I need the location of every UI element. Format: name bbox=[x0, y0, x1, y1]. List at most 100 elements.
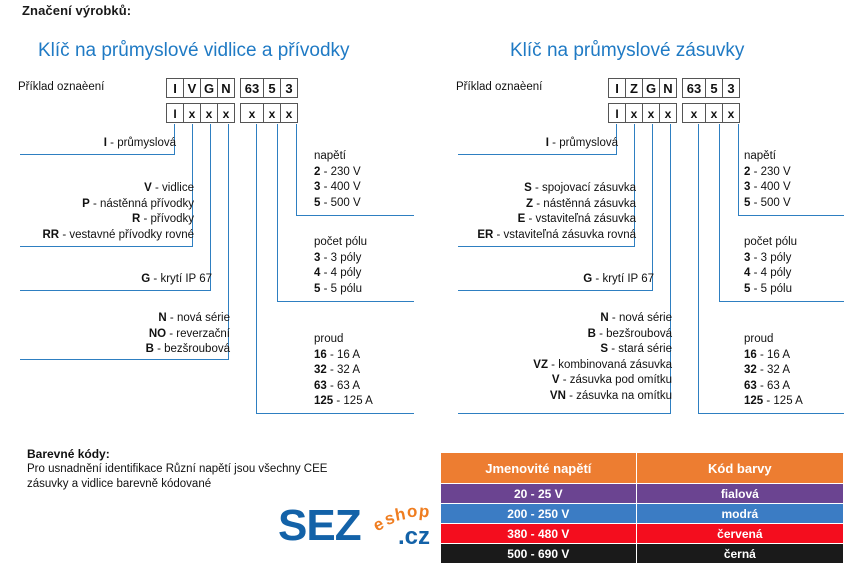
connector-line bbox=[256, 124, 257, 414]
legend-text: - 63 A bbox=[326, 379, 361, 392]
legend-code: G bbox=[141, 273, 151, 285]
legend-code: B bbox=[145, 343, 154, 355]
legend-code: VZ bbox=[533, 358, 548, 371]
code-cell: x bbox=[263, 103, 281, 123]
legend-text: - 500 V bbox=[750, 196, 791, 209]
legend-code: 3 bbox=[744, 181, 751, 193]
code-cell: G bbox=[642, 78, 660, 98]
code-cell: V bbox=[183, 78, 201, 98]
connector-line bbox=[738, 215, 844, 216]
color-codes-description: Pro usnadnění identifikace Různí napětí … bbox=[27, 463, 328, 490]
legend-row: 3 - 400 V bbox=[314, 180, 424, 196]
legend-row: S - spojovací zásuvka bbox=[438, 181, 636, 197]
legend-code: RR bbox=[42, 228, 60, 241]
page-title: Značení výrobků: bbox=[22, 3, 132, 18]
legend-code: 63 bbox=[314, 379, 327, 392]
legend-code: P bbox=[82, 197, 90, 210]
connector-line bbox=[698, 124, 699, 414]
legend-row: RR - vestavné přívodky rovné bbox=[0, 228, 195, 244]
legend-code: 125 bbox=[314, 395, 334, 407]
legend-code: 16 bbox=[314, 348, 327, 361]
legend-code: Z bbox=[526, 197, 534, 210]
legend-row: VN - zásuvka na omítku bbox=[438, 389, 672, 405]
code-cell: I bbox=[608, 103, 626, 123]
table-row: 500 - 690 V černá bbox=[440, 543, 845, 564]
code-row-top-right: 63 5 3 bbox=[682, 78, 740, 98]
legend-group-head: proud bbox=[314, 333, 344, 345]
legend-text: - krytí IP 67 bbox=[150, 273, 212, 285]
connector-line bbox=[458, 246, 635, 247]
code-row-top-left: I V G N bbox=[166, 78, 235, 98]
panel-title: Klíč na průmyslové zásuvky bbox=[510, 40, 745, 61]
connector-line bbox=[256, 413, 414, 414]
logo-sez-text: SEZ bbox=[278, 501, 362, 550]
legend-code: 4 bbox=[744, 267, 751, 279]
legend-text: - 63 A bbox=[756, 379, 791, 392]
legend-text: - vstaviteľná zásuvka bbox=[525, 213, 636, 225]
connector-line bbox=[458, 154, 617, 155]
legend-code: 32 bbox=[744, 364, 757, 376]
legend-row: 3 - 3 póly bbox=[314, 251, 424, 267]
legend-block-current: proud 16 - 16 A 32 - 32 A 63 - 63 A 125 … bbox=[314, 332, 424, 410]
legend-row: 3 - 3 póly bbox=[744, 251, 854, 267]
legend-row: Z - nástěnná zásuvka bbox=[438, 197, 636, 213]
legend-text: - 500 V bbox=[320, 196, 361, 209]
table-row: 20 - 25 V fialová bbox=[440, 483, 845, 504]
connector-line bbox=[277, 301, 414, 302]
cell-color-name: modrá bbox=[635, 503, 845, 524]
legend-code: N bbox=[158, 312, 167, 324]
legend-row: I - průmyslová bbox=[438, 136, 618, 152]
example-label: Příklad oznaèení bbox=[456, 81, 543, 93]
legend-code: 4 bbox=[314, 267, 321, 279]
legend-row: 3 - 400 V bbox=[744, 180, 854, 196]
legend-text: - 400 V bbox=[320, 181, 361, 193]
legend-row: E - vstaviteľná zásuvka bbox=[438, 212, 636, 228]
connector-line bbox=[210, 124, 211, 291]
code-cell: I bbox=[166, 78, 184, 98]
legend-code: 125 bbox=[744, 395, 764, 407]
code-cell: x bbox=[705, 103, 723, 123]
legend-block-type: V - vidlice P - nástěnná přívodky R - př… bbox=[0, 181, 195, 244]
legend-text: - stará série bbox=[608, 343, 672, 355]
legend-text: - 5 pólu bbox=[320, 282, 362, 295]
legend-row: R - přívodky bbox=[0, 212, 194, 228]
table-header-row: Jmenovité napětí Kód barvy bbox=[440, 452, 845, 484]
legend-row: 63 - 63 A bbox=[314, 379, 424, 395]
legend-block-poles: počet pólu 3 - 3 póly 4 - 4 póly 5 - 5 p… bbox=[314, 235, 424, 297]
cell-color-name: fialová bbox=[635, 483, 845, 504]
legend-group-head: počet pólu bbox=[314, 236, 368, 248]
legend-group-head: počet pólu bbox=[744, 236, 798, 248]
code-cell: x bbox=[217, 103, 235, 123]
code-cell: 5 bbox=[263, 78, 281, 98]
code-cell: x bbox=[722, 103, 740, 123]
connector-line bbox=[296, 215, 414, 216]
legend-row: 5 - 5 pólu bbox=[744, 282, 854, 298]
legend-block-poles: počet pólu 3 - 3 póly 4 - 4 póly 5 - 5 p… bbox=[744, 235, 854, 297]
legend-text: - přívodky bbox=[140, 213, 195, 225]
legend-text: - 125 A bbox=[333, 395, 373, 407]
legend-code: R bbox=[132, 213, 141, 225]
legend-block-type: S - spojovací zásuvka Z - nástěnná zásuv… bbox=[438, 181, 636, 243]
legend-text: - krytí IP 67 bbox=[592, 273, 654, 285]
legend-group-head: napětí bbox=[744, 150, 776, 162]
legend-text: - vestavné přívodky rovné bbox=[59, 228, 194, 241]
legend-row: NO - reverzační bbox=[0, 327, 230, 343]
legend-code: VN bbox=[549, 389, 566, 402]
legend-row: 2 - 230 V bbox=[744, 165, 854, 181]
code-cell: x bbox=[642, 103, 660, 123]
legend-row: ER - vstaviteľná zásuvka rovná bbox=[438, 228, 636, 244]
code-row-top-left: I Z G N bbox=[608, 78, 677, 98]
code-cell: 3 bbox=[722, 78, 740, 98]
legend-code: B bbox=[587, 327, 596, 340]
legend-text: - 400 V bbox=[750, 181, 791, 193]
sez-eshop-logo[interactable]: SEZ e s h o p .cz bbox=[278, 497, 443, 553]
table-row: 380 - 480 V červená bbox=[440, 523, 845, 544]
legend-code: N bbox=[600, 312, 609, 324]
legend-row: B - bezšroubová bbox=[0, 342, 230, 358]
legend-row: 63 - 63 A bbox=[744, 379, 854, 395]
legend-text: - reverzační bbox=[166, 327, 230, 340]
legend-code: ER bbox=[477, 228, 494, 241]
cell-voltage: 380 - 480 V bbox=[440, 523, 637, 544]
connector-line bbox=[719, 301, 844, 302]
legend-code: 2 bbox=[314, 165, 321, 178]
